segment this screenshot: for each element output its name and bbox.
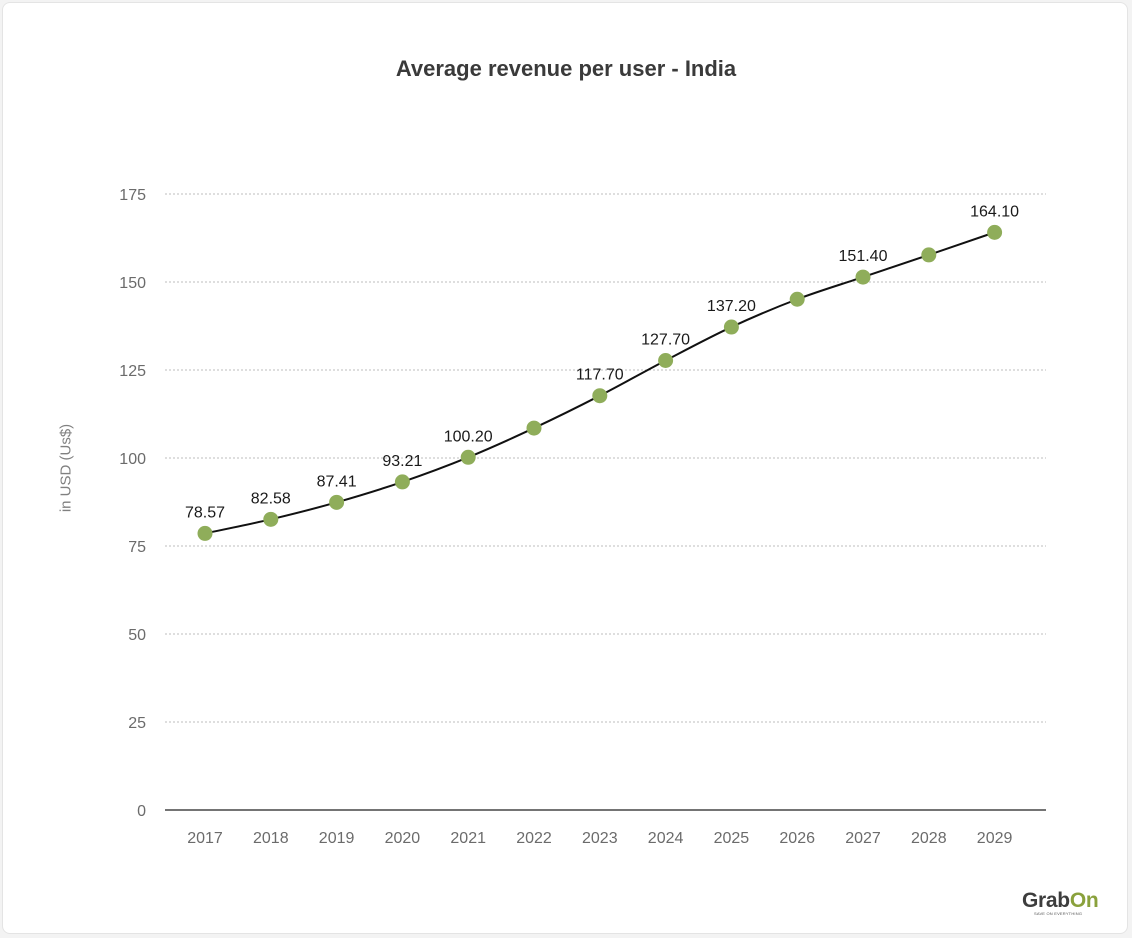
logo-tagline: SAVE ON EVERYTHING bbox=[1034, 911, 1083, 916]
data-label: 100.20 bbox=[444, 428, 493, 445]
x-tick-label: 2028 bbox=[911, 830, 947, 847]
y-tick-label: 0 bbox=[137, 803, 146, 820]
x-tick-label: 2019 bbox=[319, 830, 355, 847]
logo-text-accent: On bbox=[1069, 889, 1099, 912]
y-tick-label: 100 bbox=[119, 451, 146, 468]
data-point bbox=[658, 352, 674, 368]
logo-text-main: Grab bbox=[1022, 889, 1070, 912]
data-label: 87.41 bbox=[317, 473, 357, 490]
x-tick-label: 2022 bbox=[516, 830, 552, 847]
x-tick-label: 2029 bbox=[977, 830, 1013, 847]
x-tick-label: 2021 bbox=[450, 830, 486, 847]
data-point bbox=[526, 420, 542, 436]
data-point bbox=[394, 474, 410, 490]
data-label: 137.20 bbox=[707, 298, 756, 315]
data-point bbox=[723, 319, 739, 335]
y-tick-label: 75 bbox=[128, 539, 146, 556]
y-tick-label: 125 bbox=[119, 363, 146, 380]
data-point bbox=[855, 269, 871, 285]
data-point bbox=[592, 388, 608, 404]
x-tick-label: 2018 bbox=[253, 830, 289, 847]
data-label: 93.21 bbox=[382, 453, 422, 470]
x-tick-label: 2026 bbox=[779, 830, 815, 847]
grabon-logo: GrabOn SAVE ON EVERYTHING bbox=[1022, 889, 1112, 919]
data-label: 82.58 bbox=[251, 490, 291, 507]
chart-title: Average revenue per user - India bbox=[395, 56, 737, 81]
y-tick-label: 50 bbox=[128, 627, 146, 644]
x-tick-labels: 2017 2018 2019 2020 2021 2022 2023 2024 2025 2026… bbox=[187, 830, 1012, 847]
data-point bbox=[197, 525, 213, 541]
y-tick-label: 175 bbox=[119, 187, 146, 204]
data-point bbox=[329, 494, 345, 510]
data-point bbox=[789, 291, 805, 307]
data-labels: 78.57 82.58 87.41 93.21 100.20 117.70 127.70 13… bbox=[185, 203, 1019, 521]
data-label: 151.40 bbox=[839, 248, 888, 265]
data-point bbox=[263, 511, 279, 527]
y-tick-label: 150 bbox=[119, 275, 146, 292]
data-label: 117.70 bbox=[576, 367, 624, 384]
y-tick-label: 25 bbox=[128, 715, 146, 732]
data-label: 127.70 bbox=[641, 331, 690, 348]
y-tick-labels: 0 25 50 75 100 125 150 175 bbox=[119, 187, 146, 820]
data-point bbox=[460, 449, 476, 465]
data-label: 164.10 bbox=[970, 203, 1019, 220]
data-point bbox=[987, 224, 1003, 240]
x-tick-label: 2025 bbox=[714, 830, 750, 847]
x-tick-label: 2017 bbox=[187, 830, 223, 847]
x-tick-label: 2020 bbox=[385, 830, 421, 847]
x-tick-label: 2024 bbox=[648, 830, 684, 847]
grid-lines bbox=[165, 193, 1046, 811]
x-tick-label: 2023 bbox=[582, 830, 618, 847]
data-points bbox=[197, 224, 1003, 541]
data-label: 78.57 bbox=[185, 504, 225, 521]
x-tick-label: 2027 bbox=[845, 830, 881, 847]
data-point bbox=[921, 247, 937, 263]
